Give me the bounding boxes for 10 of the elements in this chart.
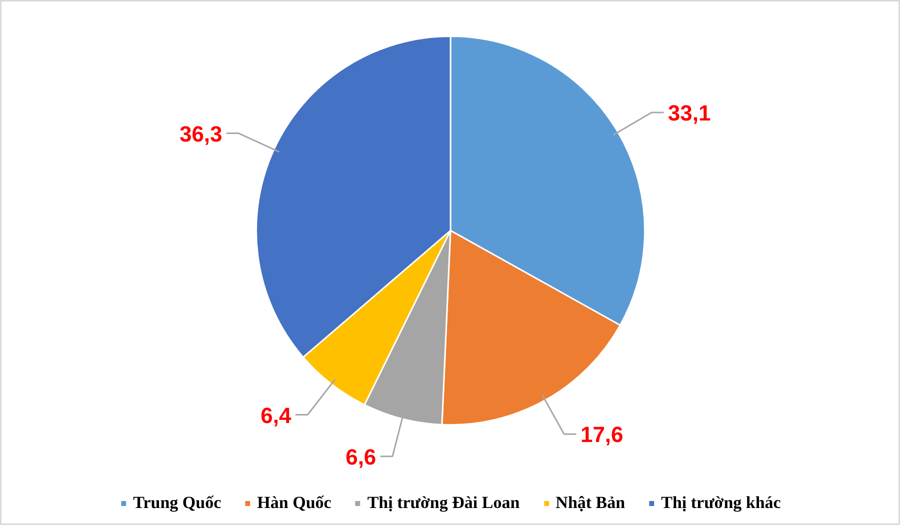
legend-label: Hàn Quốc	[257, 493, 332, 513]
legend-label: Thị trường Đài Loan	[367, 493, 520, 513]
data-label: 6,4	[260, 402, 292, 428]
data-label: 17,6	[580, 422, 624, 448]
data-label: 6,6	[346, 444, 376, 470]
legend-label: Trung Quốc	[133, 493, 222, 513]
legend-label: Thị trường khác	[661, 493, 781, 513]
data-label: 36,3	[179, 121, 222, 146]
legend-label: Nhật Bản	[556, 493, 626, 513]
data-label: 33,1	[668, 100, 711, 126]
